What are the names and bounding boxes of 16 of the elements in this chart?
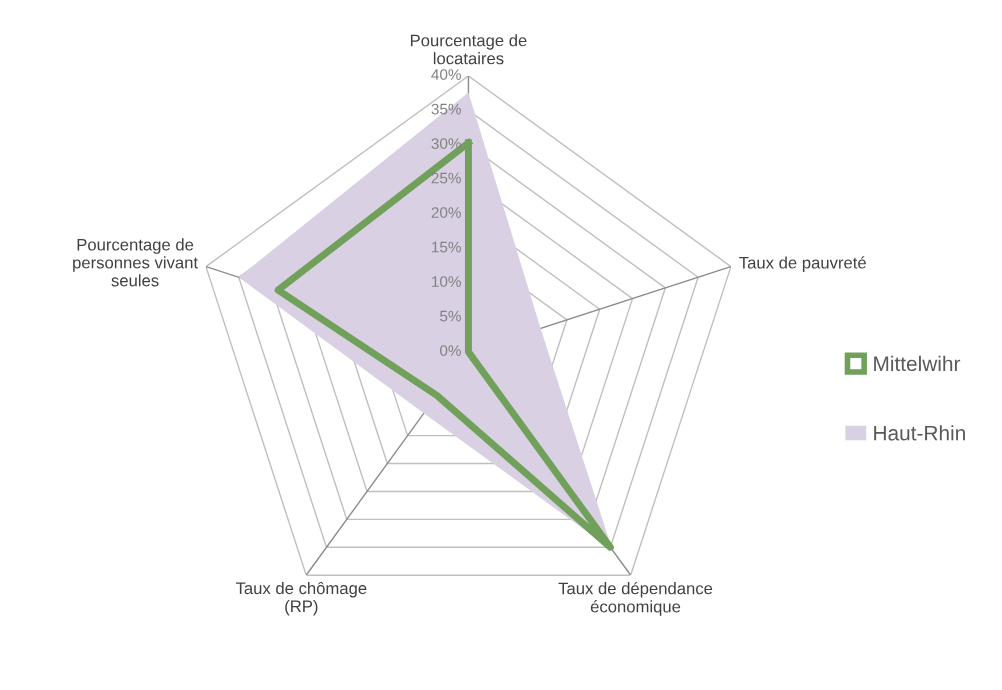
spoke-label: Pourcentage de personnes vivant seules: [73, 238, 198, 287]
y-tick-label: 10%: [432, 276, 461, 287]
y-tick-label: 30%: [431, 138, 461, 149]
spoke-label: Taux de chômage (RP): [235, 581, 367, 616]
y-tick-label: 40%: [431, 69, 461, 80]
spoke-label: Taux de dépendance économique: [558, 581, 713, 616]
y-tick-label: 20%: [431, 207, 461, 218]
spoke-label: Taux de pauvreté: [739, 256, 866, 272]
y-tick-label: 15%: [432, 241, 461, 253]
y-tick-label: 5%: [440, 310, 461, 322]
y-tick-label: 0%: [440, 345, 461, 356]
legend-label: Mittelwihr: [874, 355, 961, 372]
spoke-label: Pourcentage de locataires: [410, 34, 527, 65]
y-tick-label: 25%: [431, 172, 461, 184]
legend-label: Haut-Rhin: [874, 425, 965, 441]
y-tick-label: 35%: [431, 103, 461, 115]
